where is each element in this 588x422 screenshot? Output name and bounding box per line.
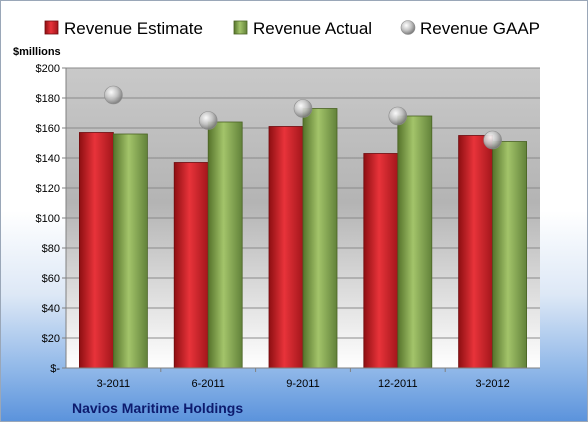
legend-swatch xyxy=(233,20,248,35)
y-tick-label: $160 xyxy=(36,123,60,135)
bar-revenue-estimate xyxy=(268,126,304,369)
gaap-markers xyxy=(104,85,502,150)
marker-revenue-gaap xyxy=(483,130,502,150)
bars xyxy=(79,108,528,369)
bar-revenue-actual xyxy=(207,121,243,369)
legend-label: Revenue Estimate xyxy=(64,19,203,38)
x-axis-tick-labels: 3-2011 6-2011 9-2011 12-2011 3-2012 xyxy=(97,368,510,390)
y-tick-label: $80 xyxy=(42,243,60,255)
marker-revenue-gaap xyxy=(388,106,408,126)
x-tick-label: 3-2011 xyxy=(97,378,130,390)
bar-revenue-actual xyxy=(302,108,338,369)
legend-swatch xyxy=(400,20,416,35)
bar-revenue-estimate xyxy=(79,132,114,369)
bar-revenue-actual xyxy=(397,115,433,369)
x-tick-label: 12-2011 xyxy=(378,378,418,390)
x-tick-label: 9-2011 xyxy=(286,378,319,390)
y-tick-label: $60 xyxy=(42,273,60,285)
bar-revenue-estimate xyxy=(458,135,494,369)
company-label: Navios Maritime Holdings xyxy=(72,400,243,416)
y-tick-label: $200 xyxy=(36,63,60,75)
legend-label: Revenue Actual xyxy=(253,19,372,38)
bar-revenue-estimate xyxy=(363,153,399,369)
marker-revenue-gaap xyxy=(198,111,218,130)
bar-revenue-actual xyxy=(113,133,148,369)
y-tick-label: $140 xyxy=(36,153,60,165)
y-axis-tick-labels: $- $20 $40 $60 $80 $100 $120 $140 $160 $180 $200 xyxy=(36,63,66,375)
legend-label: Revenue GAAP xyxy=(420,19,540,38)
legend-swatch xyxy=(44,20,59,35)
bar-revenue-estimate xyxy=(173,162,209,369)
y-tick-label: $180 xyxy=(36,93,60,105)
x-tick-label: 6-2011 xyxy=(191,378,224,390)
y-tick-label: $100 xyxy=(36,213,60,225)
legend: Revenue Estimate Revenue Actual Revenue GA… xyxy=(44,19,540,38)
y-tick-label: $40 xyxy=(42,303,60,315)
bar-revenue-actual xyxy=(492,141,528,369)
y-tick-label: $- xyxy=(50,363,60,375)
marker-revenue-gaap xyxy=(293,99,313,118)
marker-revenue-gaap xyxy=(104,85,123,105)
y-unit-label: $millions xyxy=(13,46,61,58)
y-tick-label: $120 xyxy=(36,183,60,195)
x-tick-label: 3-2012 xyxy=(475,378,509,390)
y-tick-label: $20 xyxy=(42,333,60,345)
